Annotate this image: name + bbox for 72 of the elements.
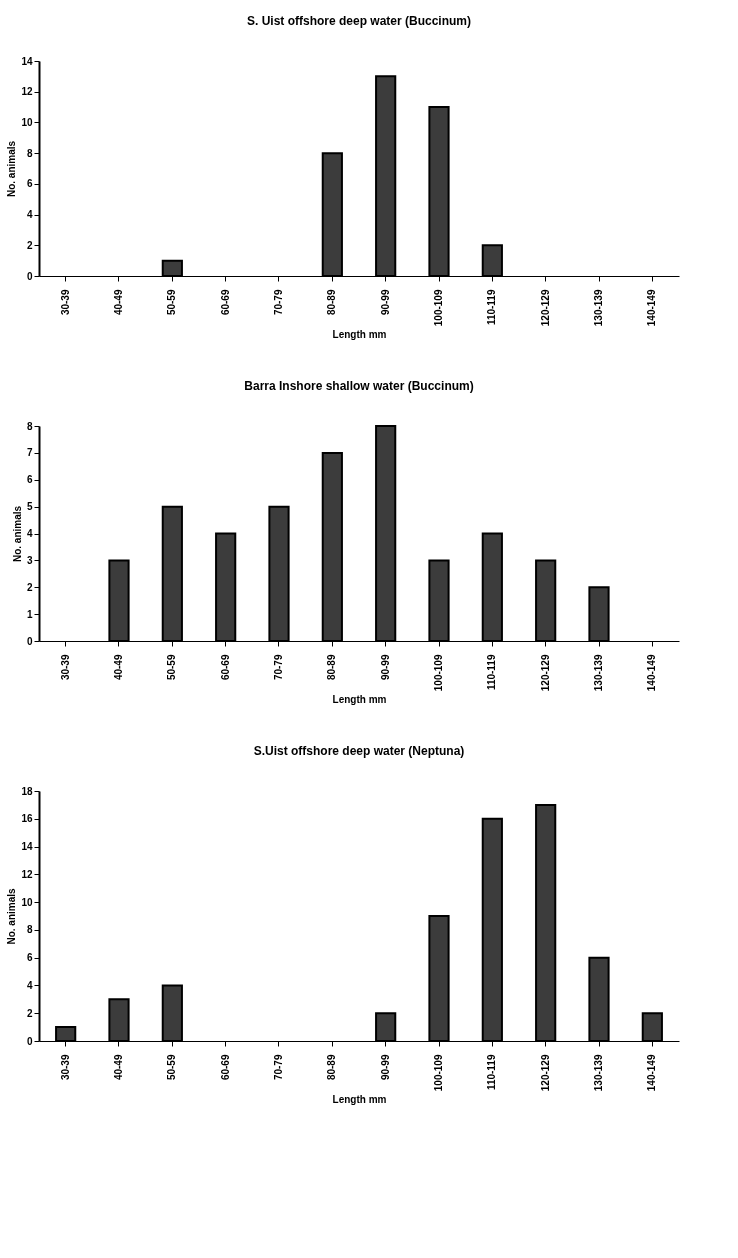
y-tick-label: 4 [26,979,33,991]
x-axis-title: Length mm [332,1094,387,1106]
x-tick-label: 60-69 [219,289,231,316]
x-tick-label: 30-39 [59,1054,71,1081]
x-tick-label: 90-99 [379,289,391,316]
y-tick-label: 8 [26,924,33,936]
y-tick-label: 6 [26,178,33,190]
y-tick-label: 16 [21,813,33,825]
x-tick-label: 50-59 [166,1054,178,1081]
x-tick-label: 50-59 [166,289,178,316]
x-tick-label: 80-89 [326,654,338,681]
x-tick-label: 40-49 [113,654,124,681]
x-tick-label: 80-89 [326,289,338,316]
y-tick-label: 12 [21,868,33,880]
y-axis-title: No. animals [11,505,23,563]
x-tick-label: 70-79 [273,1054,284,1081]
x-tick-label: 60-69 [219,1054,231,1081]
y-axis-title: No. animals [6,888,18,945]
y-tick-label: 0 [26,270,33,282]
x-tick-label: 100-109 [433,289,444,327]
y-tick-label: 14 [21,841,33,853]
chart-title: Barra Inshore shallow water (Buccinum) [244,379,474,393]
chart-title: S.Uist offshore deep water (Neptuna) [253,744,465,758]
y-tick-label: 10 [21,116,33,128]
x-tick-label: 60-69 [219,654,231,681]
x-tick-label: 140-149 [646,654,658,692]
x-tick-label: 70-79 [273,289,284,316]
y-tick-label: 8 [26,147,33,159]
x-tick-label: 30-39 [59,289,71,316]
x-tick-label: 100-109 [433,1054,444,1092]
y-tick-label: 18 [21,785,33,797]
x-tick-label: 120-129 [539,289,551,327]
x-tick-label: 120-129 [539,1054,551,1092]
chart-title: S. Uist offshore deep water (Buccinum) [246,14,472,28]
y-tick-label: 6 [26,474,33,486]
y-tick-label: 0 [26,1035,33,1047]
y-tick-label: 4 [26,528,33,539]
x-tick-label: 90-99 [379,654,391,681]
x-tick-label: 90-99 [379,1054,391,1081]
x-tick-label: 140-149 [646,289,658,327]
x-tick-label: 110-119 [486,1054,498,1091]
x-tick-label: 110-119 [486,289,498,326]
x-tick-label: 130-139 [593,654,604,692]
y-tick-label: 1 [26,608,33,620]
x-tick-label: 130-139 [593,289,604,327]
y-tick-label: 8 [26,420,33,432]
x-tick-label: 80-89 [326,1054,338,1081]
x-tick-label: 110-119 [486,654,498,691]
x-axis-title: Length mm [332,329,387,341]
y-tick-label: 6 [26,952,33,964]
y-tick-label: 10 [21,896,33,908]
x-tick-label: 130-139 [593,1054,604,1092]
x-tick-label: 100-109 [433,654,444,692]
x-tick-label: 40-49 [113,1054,124,1081]
y-tick-label: 3 [26,554,33,566]
x-tick-label: 70-79 [273,654,284,681]
y-tick-label: 2 [26,581,33,593]
x-axis-title: Length mm [332,694,387,706]
x-tick-label: 30-39 [59,654,71,681]
y-tick-label: 0 [26,635,33,647]
y-tick-label: 14 [21,55,33,67]
x-tick-label: 140-149 [646,1054,658,1092]
y-tick-label: 7 [26,447,33,459]
x-tick-label: 40-49 [113,289,124,316]
y-axis-title: No. animals [6,140,18,198]
y-tick-label: 12 [21,86,33,98]
y-tick-label: 5 [26,501,33,513]
x-tick-label: 50-59 [166,654,178,681]
y-tick-label: 2 [26,239,33,251]
x-tick-label: 120-129 [539,654,551,692]
y-tick-label: 4 [26,209,33,221]
y-tick-label: 2 [26,1007,33,1019]
